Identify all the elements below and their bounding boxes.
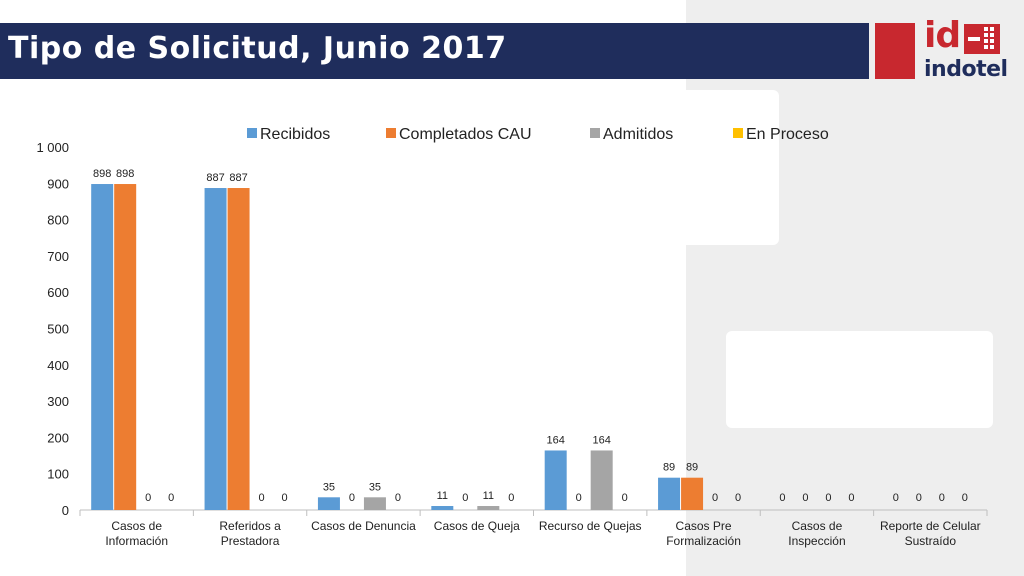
bar-recibidos <box>544 450 567 510</box>
x-category-label: Formalización <box>666 534 741 548</box>
y-tick-label: 100 <box>47 467 69 482</box>
y-tick-label: 300 <box>47 394 69 409</box>
data-label: 0 <box>622 492 628 504</box>
legend-swatch <box>733 128 743 138</box>
legend-swatch <box>590 128 600 138</box>
x-category-label: Casos de Queja <box>434 519 520 533</box>
decorative-block <box>726 331 993 428</box>
data-label: 0 <box>168 492 174 504</box>
data-label: 0 <box>825 492 831 504</box>
data-label: 89 <box>686 462 698 474</box>
legend-swatch <box>386 128 396 138</box>
title-bar <box>0 23 869 79</box>
data-label: 0 <box>939 492 945 504</box>
legend-label: Completados CAU <box>399 126 532 143</box>
y-tick-label: 500 <box>47 322 69 337</box>
legend-label: Recibidos <box>260 126 330 143</box>
data-label: 0 <box>848 492 854 504</box>
data-label: 11 <box>437 490 448 502</box>
data-label: 164 <box>593 434 611 446</box>
data-label: 0 <box>395 492 401 504</box>
data-label: 887 <box>229 172 247 184</box>
data-label: 164 <box>547 434 565 446</box>
x-category-label: Casos de <box>792 519 843 533</box>
x-category-label: Sustraído <box>905 534 957 548</box>
x-category-label: Casos de Denuncia <box>311 519 416 533</box>
data-label: 0 <box>259 492 265 504</box>
bar-admitidos <box>590 450 613 510</box>
bar-recibidos <box>658 477 681 510</box>
bar-recibidos <box>91 184 114 510</box>
data-label: 35 <box>369 481 381 493</box>
decorative-block <box>686 90 779 245</box>
data-label: 0 <box>282 492 288 504</box>
x-category-label: Casos Pre <box>676 519 732 533</box>
x-category-label: Casos de <box>111 519 162 533</box>
x-category-label: Información <box>105 534 168 548</box>
data-label: 89 <box>663 462 675 474</box>
legend-label: Admitidos <box>603 126 673 143</box>
legend-label: En Proceso <box>746 126 829 143</box>
x-category-label: Referidos a <box>219 519 281 533</box>
bar-recibidos <box>204 188 227 511</box>
data-label: 0 <box>349 492 355 504</box>
y-tick-label: 700 <box>47 249 69 264</box>
y-tick-label: 1 000 <box>36 140 69 155</box>
data-label: 0 <box>735 492 741 504</box>
logo-red-block <box>875 23 915 79</box>
logo-wordmark: indotel <box>924 57 1008 82</box>
data-label: 0 <box>712 492 718 504</box>
data-label: 898 <box>93 168 111 180</box>
data-label: 35 <box>323 481 335 493</box>
page-title: Tipo de Solicitud, Junio 2017 <box>8 31 507 66</box>
data-label: 0 <box>576 492 582 504</box>
x-category-label: Reporte de Celular <box>880 519 981 533</box>
data-label: 0 <box>916 492 922 504</box>
bar-recibidos <box>431 506 454 510</box>
legend-swatch <box>247 128 257 138</box>
data-label: 0 <box>779 492 785 504</box>
bar-admitidos <box>477 506 500 510</box>
bar-completados-cau <box>114 184 137 510</box>
data-label: 0 <box>508 492 514 504</box>
data-label: 0 <box>145 492 151 504</box>
x-category-label: Recurso de Quejas <box>539 519 642 533</box>
data-label: 898 <box>116 168 134 180</box>
y-tick-label: 800 <box>47 213 69 228</box>
y-tick-label: 600 <box>47 285 69 300</box>
bar-admitidos <box>363 497 386 510</box>
logo-grid-icon <box>964 24 1000 54</box>
x-category-label: Prestadora <box>221 534 280 548</box>
data-label: 887 <box>206 172 224 184</box>
bar-recibidos <box>317 497 340 510</box>
y-tick-label: 200 <box>47 430 69 445</box>
y-tick-label: 0 <box>62 503 69 518</box>
data-label: 0 <box>962 492 968 504</box>
y-tick-label: 900 <box>47 176 69 191</box>
data-label: 0 <box>802 492 808 504</box>
x-category-label: Inspección <box>788 534 845 548</box>
data-label: 0 <box>462 492 468 504</box>
data-label: 0 <box>893 492 899 504</box>
data-label: 11 <box>483 490 494 502</box>
y-tick-label: 400 <box>47 358 69 373</box>
bar-completados-cau <box>681 477 704 510</box>
logo-mark: id <box>924 15 961 56</box>
bar-completados-cau <box>227 188 250 511</box>
